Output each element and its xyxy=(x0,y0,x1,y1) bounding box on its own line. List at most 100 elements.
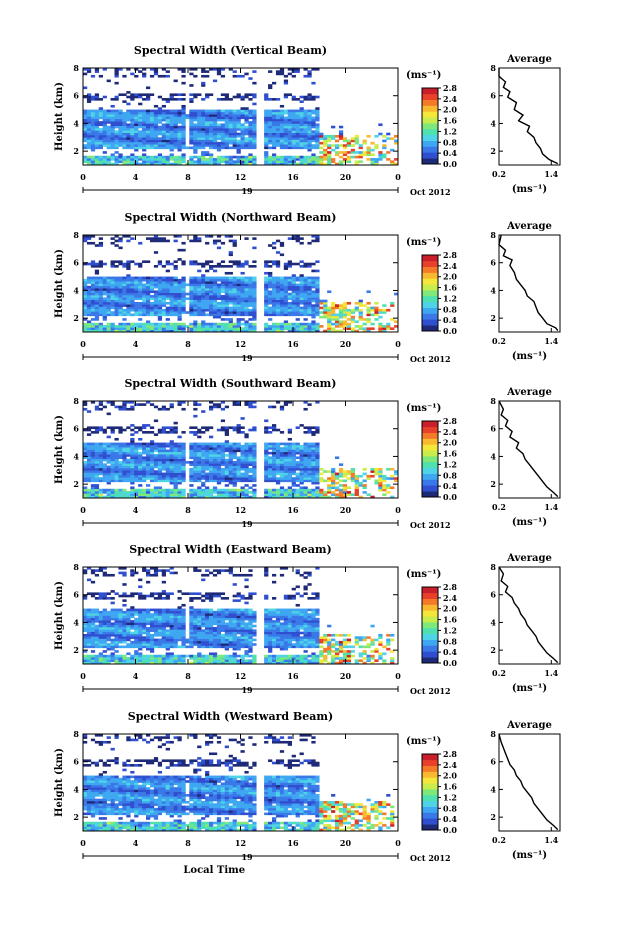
heatmap-cell xyxy=(102,114,107,117)
heatmap-cell xyxy=(173,93,178,97)
heatmap-cell xyxy=(146,288,151,291)
heatmap-cell xyxy=(228,130,233,133)
heatmap-cell xyxy=(252,162,257,166)
heatmap-cell xyxy=(126,308,131,312)
heatmap-cell xyxy=(283,325,289,328)
heatmap-cell xyxy=(311,463,316,466)
heatmap-cell xyxy=(90,128,96,131)
heatmap-cell xyxy=(169,118,174,122)
heatmap-cell xyxy=(153,479,159,483)
heatmap-cell xyxy=(205,288,210,291)
heatmap-cell xyxy=(331,313,336,317)
heatmap-cell xyxy=(279,283,285,287)
heatmap-cell xyxy=(287,327,292,330)
colorbar-swatch xyxy=(422,146,438,153)
heatmap-cell xyxy=(228,470,233,473)
heatmap-cell xyxy=(193,451,198,455)
heatmap-cell xyxy=(295,137,300,140)
heatmap-cell xyxy=(86,141,92,145)
heatmap-cell xyxy=(98,260,103,264)
heatmap-cell xyxy=(354,139,359,143)
heatmap-cell xyxy=(86,285,92,289)
average-y-tick-label: 4 xyxy=(490,118,496,128)
heatmap-cell xyxy=(181,301,186,305)
heatmap-cell xyxy=(232,288,237,291)
heatmap-cell xyxy=(303,98,308,101)
heatmap-cell xyxy=(315,301,320,305)
heatmap-cell xyxy=(268,116,273,120)
heatmap-cell xyxy=(142,130,147,133)
heatmap-cell xyxy=(220,306,226,310)
heatmap-cell xyxy=(86,68,92,71)
heatmap-cell xyxy=(114,405,119,409)
heatmap-cell xyxy=(228,253,233,257)
heatmap-cell xyxy=(177,128,182,131)
heatmap-cell xyxy=(346,311,352,314)
colorbar-swatch xyxy=(422,255,438,262)
heatmap-cell xyxy=(110,295,115,298)
heatmap-cell xyxy=(252,109,257,113)
x-tick-label: 0 xyxy=(80,505,86,515)
heatmap-cell xyxy=(264,426,269,430)
heatmap-cell xyxy=(272,137,277,140)
heatmap-cell xyxy=(98,306,103,310)
heatmap-cell xyxy=(220,260,226,264)
heatmap-cell xyxy=(193,262,198,266)
heatmap-cell xyxy=(165,444,170,448)
heatmap-cell xyxy=(110,128,115,131)
heatmap-cell xyxy=(98,461,103,464)
heatmap-cell xyxy=(149,281,155,284)
heatmap-cell xyxy=(279,72,285,76)
heatmap-cell xyxy=(197,435,202,439)
heatmap-cell xyxy=(83,235,88,238)
heatmap-cell xyxy=(370,308,375,312)
heatmap-cell xyxy=(86,281,92,284)
heatmap-cell xyxy=(110,104,115,108)
heatmap-cell xyxy=(86,442,92,446)
heatmap-cell xyxy=(378,155,383,159)
heatmap-cell xyxy=(287,470,292,473)
heatmap-cell xyxy=(153,322,159,326)
heatmap-cell xyxy=(114,98,119,101)
heatmap-cell xyxy=(244,488,249,492)
heatmap-cell xyxy=(110,304,115,307)
heatmap-cell xyxy=(303,283,308,287)
heatmap-cell xyxy=(279,160,285,163)
heatmap-cell xyxy=(264,325,269,328)
heatmap-cell xyxy=(134,114,139,117)
heatmap-cell xyxy=(236,456,241,460)
heatmap-cell xyxy=(138,290,143,294)
heatmap-cell xyxy=(157,162,163,166)
heatmap-cell xyxy=(114,292,119,296)
heatmap-cell xyxy=(279,114,285,117)
heatmap-cell xyxy=(134,160,139,163)
heatmap-cell xyxy=(268,86,273,90)
heatmap-cell xyxy=(354,151,359,154)
heatmap-cell xyxy=(157,111,163,115)
heatmap-cell xyxy=(272,477,277,480)
heatmap-cell xyxy=(228,327,233,330)
heatmap-cell xyxy=(181,472,186,476)
heatmap-cell xyxy=(134,444,139,448)
heatmap-cell xyxy=(311,449,316,453)
heatmap-cell xyxy=(142,276,147,280)
heatmap-cell xyxy=(201,151,206,154)
heatmap-cell xyxy=(102,449,107,453)
heatmap-cell xyxy=(315,139,320,143)
heatmap-cell xyxy=(142,325,147,328)
heatmap-cell xyxy=(228,288,233,291)
heatmap-cell xyxy=(224,463,229,466)
heatmap-cell xyxy=(248,304,253,307)
heatmap-cell xyxy=(252,265,257,268)
heatmap-cell xyxy=(153,449,159,453)
heatmap-cell xyxy=(248,125,253,129)
heatmap-cell xyxy=(122,292,127,296)
colorbar-unit: (ms⁻¹) xyxy=(406,237,441,248)
heatmap-cell xyxy=(279,463,285,466)
heatmap-cell xyxy=(209,109,214,113)
heatmap-cell xyxy=(138,463,143,466)
heatmap-cell xyxy=(212,322,218,326)
heatmap-cell xyxy=(382,134,387,138)
heatmap-cell xyxy=(342,308,348,312)
heatmap-cell xyxy=(205,93,210,97)
